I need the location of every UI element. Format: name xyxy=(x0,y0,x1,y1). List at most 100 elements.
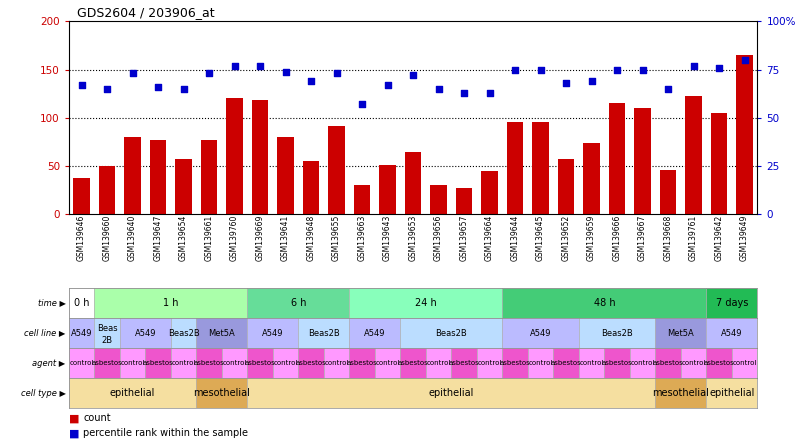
Text: percentile rank within the sample: percentile rank within the sample xyxy=(83,428,249,438)
Bar xyxy=(405,152,421,214)
Point xyxy=(330,70,343,77)
Text: asbestos: asbestos xyxy=(194,360,224,366)
Text: asbestos: asbestos xyxy=(551,360,582,366)
Text: GSM139668: GSM139668 xyxy=(663,214,672,261)
Text: 2B: 2B xyxy=(101,336,113,345)
Point xyxy=(356,101,369,108)
Bar xyxy=(375,348,400,378)
Text: control: control xyxy=(579,360,603,366)
Bar xyxy=(69,318,94,348)
Text: asbestos: asbestos xyxy=(602,360,633,366)
Point xyxy=(611,66,624,73)
Text: GSM139666: GSM139666 xyxy=(612,214,621,261)
Bar xyxy=(528,348,553,378)
Point xyxy=(483,89,496,96)
Text: asbestos: asbestos xyxy=(398,360,428,366)
Bar xyxy=(273,348,298,378)
Bar xyxy=(706,378,757,408)
Point xyxy=(382,82,394,89)
Bar xyxy=(732,348,757,378)
Bar xyxy=(94,318,120,348)
Bar xyxy=(222,348,247,378)
Text: GSM139652: GSM139652 xyxy=(561,214,570,261)
Text: time ▶: time ▶ xyxy=(37,298,66,307)
Bar xyxy=(94,348,120,378)
Text: control: control xyxy=(477,360,501,366)
Point xyxy=(560,79,573,87)
Bar xyxy=(298,348,324,378)
Text: control: control xyxy=(274,360,298,366)
Bar xyxy=(502,288,706,318)
Text: GSM139659: GSM139659 xyxy=(587,214,596,261)
Bar xyxy=(298,318,349,348)
Bar xyxy=(579,318,655,348)
Bar xyxy=(553,348,579,378)
Bar xyxy=(655,378,706,408)
Bar xyxy=(502,318,579,348)
Text: GSM139645: GSM139645 xyxy=(536,214,545,261)
Bar xyxy=(247,288,349,318)
Text: GSM139657: GSM139657 xyxy=(459,214,469,261)
Text: GDS2604 / 203906_at: GDS2604 / 203906_at xyxy=(77,6,215,19)
Text: asbestos: asbestos xyxy=(347,360,377,366)
Text: epithelial: epithelial xyxy=(428,388,474,398)
Text: count: count xyxy=(83,413,111,424)
Bar xyxy=(252,100,268,214)
Text: mesothelial: mesothelial xyxy=(194,388,250,398)
Point xyxy=(202,70,215,77)
Text: epithelial: epithelial xyxy=(110,388,156,398)
Text: 24 h: 24 h xyxy=(415,298,437,308)
Bar xyxy=(120,348,145,378)
Point xyxy=(75,82,88,89)
Text: asbestos: asbestos xyxy=(704,360,735,366)
Text: GSM139655: GSM139655 xyxy=(332,214,341,261)
Bar xyxy=(711,113,727,214)
Bar xyxy=(303,161,319,214)
Point xyxy=(458,89,471,96)
Point xyxy=(662,85,675,92)
Point xyxy=(177,85,190,92)
Text: GSM139667: GSM139667 xyxy=(638,214,647,261)
Text: asbestos: asbestos xyxy=(653,360,684,366)
Bar xyxy=(69,348,94,378)
Text: GSM139660: GSM139660 xyxy=(103,214,112,261)
Bar xyxy=(685,95,702,214)
Bar xyxy=(430,186,447,214)
Point xyxy=(407,72,420,79)
Text: asbestos: asbestos xyxy=(245,360,275,366)
Text: GSM139761: GSM139761 xyxy=(689,214,698,261)
Bar xyxy=(196,318,247,348)
Bar xyxy=(69,288,94,318)
Bar xyxy=(349,318,400,348)
Bar xyxy=(634,108,651,214)
Bar xyxy=(94,288,247,318)
Text: agent ▶: agent ▶ xyxy=(32,359,66,368)
Text: control: control xyxy=(375,360,400,366)
Text: 1 h: 1 h xyxy=(163,298,178,308)
Bar xyxy=(328,126,345,214)
Text: asbestos: asbestos xyxy=(296,360,326,366)
Text: control: control xyxy=(70,360,94,366)
Text: GSM139648: GSM139648 xyxy=(307,214,316,261)
Bar xyxy=(451,348,477,378)
Text: Beas2B: Beas2B xyxy=(308,329,339,337)
Point xyxy=(279,68,292,75)
Text: control: control xyxy=(223,360,247,366)
Bar xyxy=(99,166,115,214)
Bar xyxy=(655,318,706,348)
Text: A549: A549 xyxy=(364,329,386,337)
Point xyxy=(509,66,522,73)
Text: 7 days: 7 days xyxy=(716,298,748,308)
Text: GSM139663: GSM139663 xyxy=(357,214,367,261)
Bar xyxy=(349,288,502,318)
Bar xyxy=(226,98,243,214)
Bar xyxy=(69,378,196,408)
Bar xyxy=(681,348,706,378)
Bar xyxy=(145,348,171,378)
Bar xyxy=(558,159,574,214)
Text: ■: ■ xyxy=(69,413,79,424)
Bar xyxy=(196,378,247,408)
Bar xyxy=(630,348,655,378)
Point xyxy=(305,78,318,85)
Point xyxy=(228,62,241,69)
